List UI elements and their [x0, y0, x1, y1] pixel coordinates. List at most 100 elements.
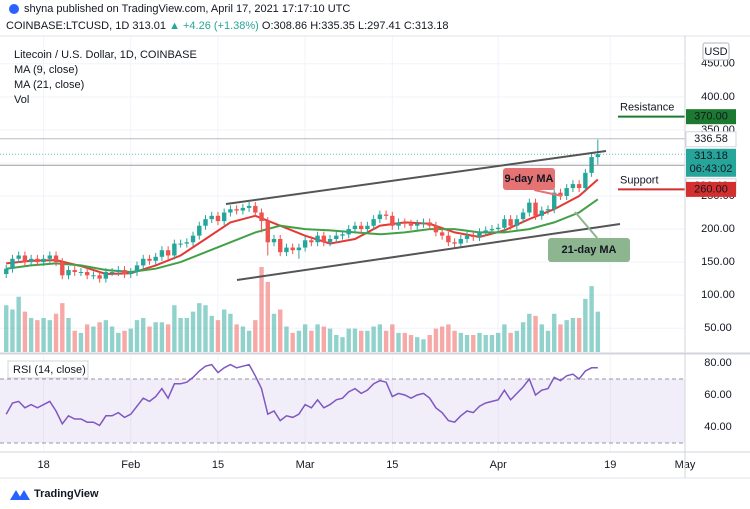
candle-body	[477, 232, 482, 237]
annotation-text: 21-day MA	[561, 244, 616, 256]
candle-body	[334, 235, 339, 239]
candle-body	[346, 229, 351, 235]
y-tick-label: 50.00	[704, 322, 732, 334]
candle-body	[595, 154, 601, 158]
volume-bar	[84, 324, 90, 352]
volume-bar	[477, 332, 482, 352]
volume-bar	[184, 318, 190, 352]
candle-body	[483, 230, 488, 233]
candle-body	[533, 202, 538, 216]
volume-bar	[377, 324, 383, 352]
volume-bar	[128, 328, 133, 352]
annotation-pointer	[533, 189, 563, 197]
volume-bar	[103, 320, 109, 352]
x-tick-label: 15	[212, 459, 224, 471]
price-label: 313.18	[694, 150, 728, 162]
low: L:297.41	[358, 20, 401, 32]
candle-body	[570, 184, 576, 189]
volume-bar	[558, 324, 563, 352]
volume-bar	[346, 328, 351, 352]
volume-bar	[427, 335, 432, 352]
candle-body	[134, 265, 140, 273]
volume-bar	[402, 332, 407, 352]
volume-bar	[259, 267, 264, 352]
candle-body	[16, 255, 21, 259]
candle-body	[327, 238, 333, 243]
volume-bar	[215, 320, 221, 352]
volume-bar	[502, 324, 507, 352]
candle-body	[564, 188, 569, 196]
volume-bar	[72, 330, 77, 352]
volume-bar	[452, 330, 457, 352]
x-tick-label: Apr	[490, 459, 507, 471]
symbol: COINBASE:LTCUSD, 1D	[6, 20, 129, 32]
volume-bar	[309, 330, 314, 352]
candle-body	[197, 225, 202, 236]
grid-layer: 50.00100.00150.00200.00250.00300.00350.0…	[0, 36, 735, 471]
volume-bar	[165, 324, 171, 352]
candle-body	[271, 238, 277, 243]
rsi-legend: RSI (14, close)	[13, 364, 86, 376]
volume-bar	[595, 311, 601, 352]
candle-body	[259, 212, 264, 222]
candle-body	[172, 243, 177, 256]
candle-body	[502, 219, 507, 228]
candle-body	[309, 240, 314, 243]
candle-body	[464, 235, 470, 239]
candle-body	[545, 209, 551, 211]
rsi-tick-label: 60.00	[704, 389, 732, 401]
y-tick-label: 450.00	[701, 58, 735, 70]
candle-body	[520, 212, 526, 220]
candle-body	[228, 209, 233, 213]
candle-body	[358, 225, 364, 230]
volume-bar	[539, 324, 544, 352]
candle-body	[66, 270, 71, 276]
volume-bar	[278, 309, 283, 352]
volume-bar	[458, 332, 464, 352]
candle-body	[402, 222, 407, 224]
annotation-text: 9-day MA	[505, 173, 554, 185]
volume-bar	[284, 326, 289, 352]
level-label-box	[686, 181, 736, 197]
volume-bar	[116, 332, 121, 352]
symbol-line: COINBASE:LTCUSD, 1D 313.01 ▲ +4.26 (+1.3…	[6, 20, 449, 32]
candle-body	[122, 270, 127, 274]
candle-body	[471, 235, 476, 237]
candle-body	[458, 238, 464, 244]
candle-body	[527, 202, 532, 213]
candle-body	[508, 219, 513, 226]
volume-bar	[234, 324, 239, 352]
volume-bar	[290, 332, 295, 352]
volume-bar	[296, 330, 302, 352]
volume-bar	[446, 324, 451, 352]
candle-body	[35, 258, 40, 263]
candle-body	[340, 234, 345, 236]
logo	[10, 490, 30, 500]
volume-bar	[508, 332, 513, 352]
volume-bar	[22, 311, 28, 352]
candle-body	[78, 272, 84, 274]
candle-body	[558, 192, 563, 196]
x-tick-label: 15	[386, 459, 398, 471]
candle-body	[209, 215, 214, 220]
volume-bar	[358, 330, 364, 352]
volume-bar	[315, 324, 320, 352]
open: O:308.86	[262, 20, 307, 32]
candle-body	[265, 221, 270, 243]
x-tick-label: 18	[37, 459, 49, 471]
volume-bar	[4, 305, 9, 352]
volume-bar	[302, 324, 308, 352]
volume-bar	[41, 318, 46, 352]
y-tick-label: 400.00	[701, 91, 735, 103]
candle-body	[28, 258, 34, 263]
volume-bar	[564, 320, 569, 352]
legend-ma21: MA (21, close)	[14, 79, 84, 91]
volume-bar	[421, 339, 426, 352]
volume-bar	[334, 335, 339, 352]
volume-bar	[172, 305, 177, 352]
label-layer: 336.58313.1806:43:02296.46Resistance370.…	[503, 102, 737, 262]
candle-body	[390, 215, 395, 226]
volume-bar	[321, 326, 327, 352]
volume-bar	[35, 320, 40, 352]
